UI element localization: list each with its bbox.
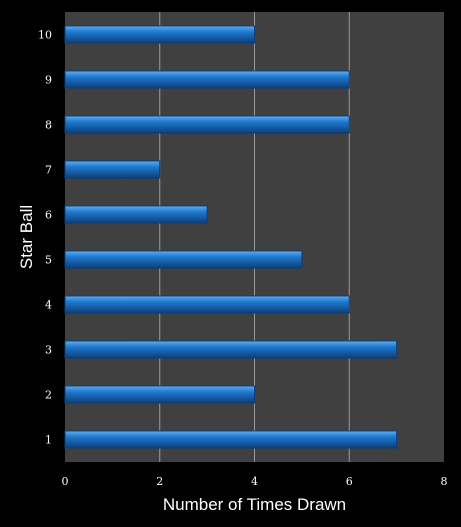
bar-star-ball-10 — [64, 25, 255, 44]
y-tick-label-10: 10 — [38, 29, 52, 42]
bar-star-ball-2 — [64, 385, 255, 404]
x-tick-labels: 0 2 4 6 8 — [62, 475, 448, 488]
y-tick-label-9: 9 — [45, 74, 52, 87]
y-tick-labels: 1 2 3 4 5 6 7 8 9 10 — [38, 29, 52, 447]
x-tick-label-8: 8 — [441, 475, 448, 488]
x-tick-label-4: 4 — [251, 475, 258, 488]
bar-star-ball-1 — [64, 430, 398, 449]
bar-star-ball-3 — [64, 340, 398, 359]
x-tick-label-6: 6 — [346, 475, 353, 488]
x-tick-label-2: 2 — [156, 475, 163, 488]
bars — [64, 25, 398, 449]
x-axis-label: Number of Times Drawn — [163, 495, 346, 514]
y-tick-label-3: 3 — [45, 344, 52, 357]
y-tick-label-4: 4 — [45, 299, 52, 312]
y-tick-label-1: 1 — [45, 434, 52, 447]
y-tick-label-5: 5 — [45, 254, 52, 267]
bar-star-ball-6 — [64, 205, 208, 224]
bar-star-ball-8 — [64, 115, 350, 134]
x-tick-label-0: 0 — [62, 475, 69, 488]
bar-star-ball-7 — [64, 160, 161, 179]
bar-star-ball-9 — [64, 70, 350, 89]
y-tick-label-2: 2 — [45, 389, 52, 402]
bar-star-ball-4 — [64, 295, 350, 314]
y-tick-label-8: 8 — [45, 119, 52, 132]
y-axis-label: Star Ball — [17, 205, 36, 269]
bar-star-ball-5 — [64, 250, 303, 269]
y-tick-label-7: 7 — [45, 164, 52, 177]
y-tick-label-6: 6 — [45, 209, 52, 222]
